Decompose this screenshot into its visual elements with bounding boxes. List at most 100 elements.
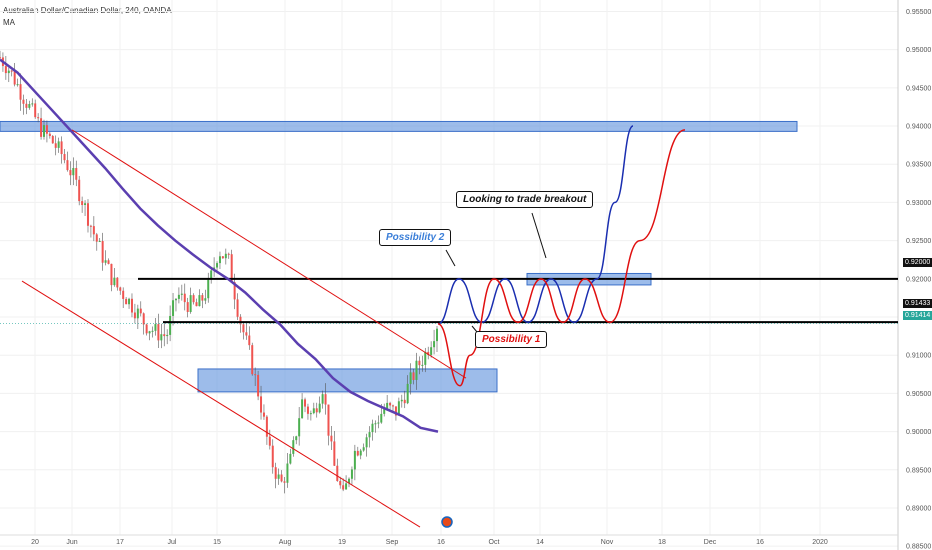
pointer-possibility-2 <box>445 249 456 267</box>
candle-body <box>195 302 198 307</box>
candle-body <box>318 403 321 413</box>
x-tick-label: 16 <box>756 539 764 546</box>
candle-body <box>145 324 148 334</box>
grid <box>0 0 899 550</box>
candle-body <box>412 372 415 380</box>
candle-body <box>139 308 142 314</box>
candle-body <box>345 483 348 490</box>
candle-body <box>248 335 251 346</box>
candle-body <box>298 418 301 437</box>
candle-body <box>365 437 368 448</box>
candle-body <box>133 312 136 319</box>
candle-body <box>37 117 40 119</box>
candle-body <box>339 481 342 486</box>
candle-body <box>86 203 89 226</box>
candle-body <box>177 294 180 299</box>
candle-body <box>31 103 34 105</box>
candle-body <box>386 402 389 409</box>
candle-body <box>10 70 13 72</box>
candle-body <box>169 315 172 335</box>
candle-body <box>289 453 292 464</box>
candle-body <box>433 341 436 348</box>
candles <box>0 50 438 494</box>
x-tick-label: 19 <box>338 539 346 546</box>
level-tag-high: 0.92000 <box>903 258 932 267</box>
x-tick-label: 20 <box>31 539 39 546</box>
y-tick-label: 0.94000 <box>906 124 931 131</box>
candle-body <box>166 334 169 337</box>
candle-body <box>104 260 107 263</box>
candle-body <box>383 408 386 414</box>
candle-body <box>418 360 421 366</box>
candle-body <box>128 298 131 305</box>
candle-body <box>54 143 57 148</box>
candle-body <box>154 324 157 331</box>
x-tick-label: 14 <box>536 539 544 546</box>
candle-body <box>89 225 92 227</box>
candle-body <box>92 226 95 235</box>
candle-body <box>204 298 207 301</box>
candle-body <box>427 351 430 355</box>
candle-body <box>183 293 186 303</box>
candle-body <box>224 253 227 259</box>
candle-body <box>151 330 154 332</box>
channel-upper <box>71 129 467 379</box>
pointer-breakout <box>531 212 547 259</box>
candle-body <box>98 241 101 243</box>
candle-body <box>421 364 424 366</box>
candle-body <box>265 416 268 437</box>
x-tick-label: Aug <box>279 539 292 546</box>
candle-body <box>45 125 48 134</box>
y-tick-label: 0.95000 <box>906 47 931 54</box>
candle-body <box>75 168 78 180</box>
candle-body <box>292 440 295 454</box>
candle-body <box>380 413 383 423</box>
candle-body <box>430 347 433 355</box>
projection-path-red <box>437 129 686 387</box>
candle-body <box>274 467 277 479</box>
candle-body <box>189 295 192 312</box>
candle-body <box>142 313 145 325</box>
candle-body <box>110 263 113 286</box>
candle-body <box>368 432 371 438</box>
candle-body <box>356 450 359 456</box>
y-tick-label: 0.89000 <box>906 505 931 512</box>
candle-body <box>309 413 312 415</box>
x-tick-label: 15 <box>213 539 221 546</box>
candle-body <box>362 447 365 451</box>
candle-body <box>42 125 45 137</box>
candle-body <box>397 401 400 416</box>
y-tick-label: 0.91000 <box>906 353 931 360</box>
candle-body <box>415 360 418 380</box>
y-tick-label: 0.93500 <box>906 162 931 169</box>
candle-body <box>157 324 160 341</box>
candle-body <box>268 436 271 446</box>
candle-body <box>389 402 392 406</box>
candle-body <box>336 465 339 482</box>
candle-body <box>312 408 315 414</box>
candle-body <box>174 298 177 301</box>
candle-body <box>19 84 22 100</box>
candle-body <box>113 277 116 286</box>
event-icon <box>441 516 453 528</box>
candle-body <box>221 256 224 259</box>
candle-body <box>315 408 318 413</box>
candle-body <box>148 331 151 334</box>
candle-body <box>277 474 280 479</box>
candle-body <box>295 436 298 441</box>
y-tick-label: 0.90000 <box>906 429 931 436</box>
x-tick-label: Jul <box>168 539 177 546</box>
candle-body <box>40 118 43 137</box>
x-tick-label: 17 <box>116 539 124 546</box>
candle-body <box>122 290 125 299</box>
annotation-possibility-2: Possibility 2 <box>379 229 452 246</box>
candle-body <box>242 324 245 333</box>
candle-body <box>327 404 330 436</box>
x-tick-label: 16 <box>437 539 445 546</box>
candle-body <box>301 399 304 419</box>
x-tick-label: Sep <box>386 539 399 546</box>
candle-body <box>216 263 219 268</box>
y-tick-label: 0.94500 <box>906 85 931 92</box>
candle-body <box>306 406 309 414</box>
